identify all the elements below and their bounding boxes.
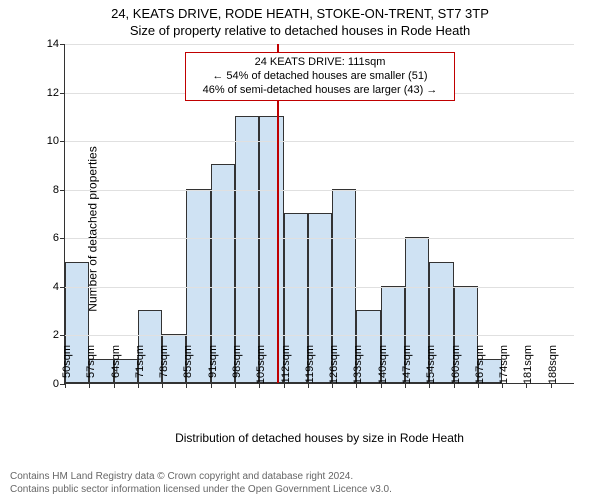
y-tick-label: 10 [37, 135, 65, 147]
y-tick-label: 8 [37, 184, 65, 196]
grid-line [65, 190, 574, 191]
y-tick-label: 6 [37, 232, 65, 244]
x-tick-label: 78sqm [158, 345, 170, 391]
grid-line [65, 335, 574, 336]
x-tick-label: 91sqm [207, 345, 219, 391]
y-tick-label: 2 [37, 329, 65, 341]
x-tick-label: 154sqm [425, 345, 437, 391]
x-tick-label: 105sqm [255, 345, 267, 391]
grid-line [65, 44, 574, 45]
histogram-bar [259, 116, 283, 383]
x-tick-label: 57sqm [85, 345, 97, 391]
y-tick-label: 4 [37, 281, 65, 293]
footer-line-1: Contains HM Land Registry data © Crown c… [10, 470, 392, 483]
footer-attribution: Contains HM Land Registry data © Crown c… [10, 470, 392, 496]
y-tick-label: 14 [37, 38, 65, 50]
x-tick-label: 126sqm [328, 345, 340, 391]
x-axis-label: Distribution of detached houses by size … [65, 431, 574, 445]
callout-line: 24 KEATS DRIVE: 111sqm [192, 56, 448, 70]
x-tick-label: 133sqm [352, 345, 364, 391]
x-tick-label: 85sqm [182, 345, 194, 391]
x-tick-label: 119sqm [304, 345, 316, 391]
x-tick-label: 98sqm [231, 345, 243, 391]
callout-box: 24 KEATS DRIVE: 111sqm← 54% of detached … [185, 52, 455, 101]
title-line-1: 24, KEATS DRIVE, RODE HEATH, STOKE-ON-TR… [0, 6, 600, 21]
x-tick-label: 71sqm [134, 345, 146, 391]
title-line-2: Size of property relative to detached ho… [0, 23, 600, 38]
x-tick-label: 147sqm [401, 345, 413, 391]
grid-line [65, 238, 574, 239]
footer-line-2: Contains public sector information licen… [10, 483, 392, 496]
x-tick-label: 188sqm [547, 345, 559, 391]
plot-area: Distribution of detached houses by size … [64, 44, 574, 384]
histogram-bar [235, 116, 259, 383]
callout-line: ← 54% of detached houses are smaller (51… [192, 70, 448, 84]
x-tick-label: 160sqm [450, 345, 462, 391]
x-tick-label: 181sqm [522, 345, 534, 391]
callout-line: 46% of semi-detached houses are larger (… [192, 84, 448, 98]
x-tick-label: 167sqm [474, 345, 486, 391]
chart-container: Number of detached properties Distributi… [48, 44, 578, 414]
chart-title-block: 24, KEATS DRIVE, RODE HEATH, STOKE-ON-TR… [0, 0, 600, 38]
grid-line [65, 141, 574, 142]
y-tick-label: 12 [37, 87, 65, 99]
x-tick-label: 50sqm [61, 345, 73, 391]
grid-line [65, 287, 574, 288]
x-tick-label: 174sqm [498, 345, 510, 391]
x-tick-label: 64sqm [110, 345, 122, 391]
x-tick-label: 112sqm [280, 345, 292, 391]
x-tick-label: 140sqm [377, 345, 389, 391]
